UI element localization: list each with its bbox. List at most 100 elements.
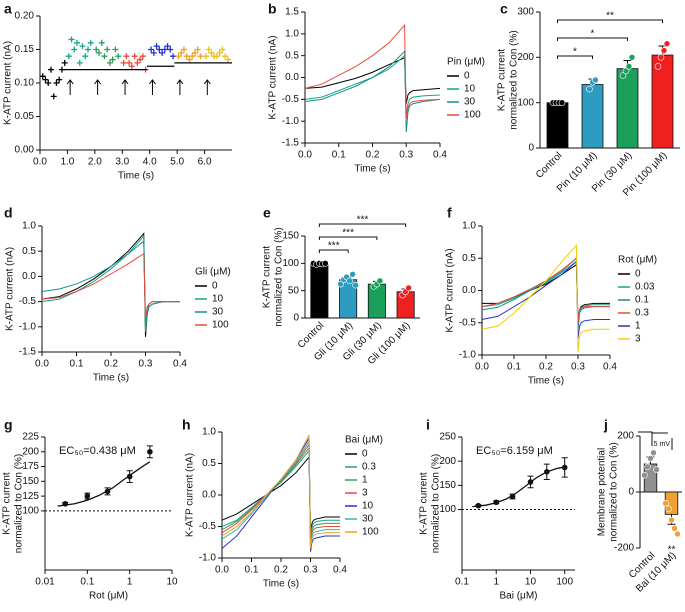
trace bbox=[304, 57, 441, 104]
x-tick-label: 0.2 bbox=[366, 150, 380, 161]
data-point bbox=[527, 479, 534, 485]
panel-label: c bbox=[500, 1, 508, 17]
data-point bbox=[662, 499, 669, 507]
legend-label: 3 bbox=[362, 488, 368, 499]
x-tick-label: 0.1 bbox=[80, 577, 94, 588]
data-point bbox=[405, 284, 412, 292]
x-tick-label: 0.1 bbox=[70, 359, 84, 370]
point bbox=[183, 53, 190, 60]
data-point bbox=[349, 270, 356, 278]
significance-label: *** bbox=[328, 241, 340, 252]
y-tick-label: 1.0 bbox=[202, 427, 216, 438]
x-tick-label: 0.3 bbox=[304, 565, 318, 576]
y-tick-label: 1.0 bbox=[462, 221, 476, 232]
significance-label: * bbox=[573, 47, 577, 58]
point bbox=[219, 46, 226, 53]
point bbox=[53, 80, 60, 86]
trace bbox=[221, 446, 340, 540]
y-tick-label: -1.0 bbox=[19, 321, 37, 332]
data-point bbox=[509, 493, 516, 500]
point bbox=[128, 63, 135, 70]
inset-trace bbox=[638, 431, 673, 450]
data-point bbox=[663, 40, 671, 48]
x-tick-label: 0.0 bbox=[475, 362, 489, 373]
y-tick-label: 0 bbox=[293, 313, 299, 324]
panel-label: d bbox=[4, 205, 13, 221]
data-point bbox=[376, 277, 384, 285]
y-tick-label: -0.5 bbox=[459, 317, 477, 328]
x-tick-label: 0.1 bbox=[332, 150, 346, 161]
legend-label: 3 bbox=[635, 334, 641, 345]
ec50-annotation: EC₅₀=0.438 μM bbox=[59, 445, 136, 457]
point bbox=[74, 39, 81, 46]
point bbox=[208, 49, 215, 56]
point bbox=[98, 39, 105, 46]
point bbox=[93, 46, 100, 53]
trace bbox=[221, 434, 340, 549]
point bbox=[106, 59, 113, 66]
data-point bbox=[543, 469, 550, 475]
legend-title: Rot (μM) bbox=[618, 255, 657, 266]
x-tick-label: 0.1 bbox=[455, 577, 469, 588]
data-point bbox=[622, 67, 630, 75]
y-tick-label: 100 bbox=[439, 504, 456, 515]
x-tick-label: 0.3 bbox=[399, 150, 413, 161]
legend-label: 0 bbox=[212, 281, 218, 292]
point bbox=[156, 46, 163, 53]
legend-title: Gli (μM) bbox=[195, 267, 231, 278]
y-tick-label: 150 bbox=[439, 480, 456, 491]
point bbox=[202, 53, 209, 60]
y-axis-label: K-ATP current bbox=[497, 49, 508, 112]
y-tick-label: 0.5 bbox=[285, 50, 299, 61]
data-point bbox=[147, 448, 153, 455]
y-axis-label: K-ATP current (nA) bbox=[3, 41, 14, 125]
data-point bbox=[647, 455, 654, 462]
x-tick-label: 0.01 bbox=[35, 577, 55, 588]
bar bbox=[651, 54, 674, 149]
x-tick-label: 0.3 bbox=[571, 362, 585, 373]
trace bbox=[481, 257, 610, 323]
data-point bbox=[674, 530, 681, 538]
legend-label: 30 bbox=[362, 514, 374, 525]
point bbox=[68, 36, 75, 43]
legend-label: 0.3 bbox=[635, 308, 649, 319]
data-point bbox=[644, 463, 651, 471]
y-tick-label: 0.10 bbox=[15, 78, 35, 89]
y-axis-label: normalized to Con (%) bbox=[274, 227, 285, 326]
y-tick-label: 0 bbox=[528, 143, 534, 154]
point bbox=[85, 46, 91, 53]
panel-label: i bbox=[426, 417, 430, 433]
point bbox=[79, 43, 86, 50]
y-tick-label: 1.5 bbox=[285, 7, 299, 18]
x-tick-label: 4.0 bbox=[143, 157, 157, 168]
x-tick-label: 0.4 bbox=[433, 150, 447, 161]
data-point bbox=[592, 76, 599, 84]
ec50-annotation: EC₅₀=6.159 μM bbox=[476, 445, 553, 457]
legend-label: 10 bbox=[464, 84, 476, 95]
x-axis-label: Bai (μM) bbox=[500, 591, 538, 602]
point bbox=[191, 49, 198, 56]
significance-bracket bbox=[318, 249, 349, 253]
significance-label: ** bbox=[668, 545, 676, 556]
y-tick-label: -0.5 bbox=[19, 296, 37, 307]
y-tick-label: 0.0 bbox=[202, 490, 216, 501]
y-tick-label: 0.5 bbox=[202, 458, 216, 469]
trace bbox=[481, 260, 610, 339]
point bbox=[189, 53, 196, 60]
legend-label: 10 bbox=[212, 294, 224, 305]
trace bbox=[481, 260, 610, 327]
x-tick-label: 0.2 bbox=[539, 362, 553, 373]
y-tick-label: -0.5 bbox=[282, 94, 300, 105]
significance-label: *** bbox=[357, 215, 369, 226]
data-point bbox=[619, 72, 627, 79]
x-tick-label: 0.4 bbox=[333, 565, 347, 576]
panel-label: j bbox=[603, 417, 608, 433]
trace bbox=[304, 23, 441, 120]
data-point bbox=[62, 500, 68, 507]
y-tick-label: 0.5 bbox=[22, 246, 36, 257]
x-tick-label: 0.4 bbox=[603, 362, 617, 373]
significance-label: ** bbox=[606, 11, 614, 22]
data-point bbox=[586, 85, 593, 93]
x-tick-label: 6.0 bbox=[198, 157, 212, 168]
x-axis-label: Time (s) bbox=[263, 579, 299, 590]
